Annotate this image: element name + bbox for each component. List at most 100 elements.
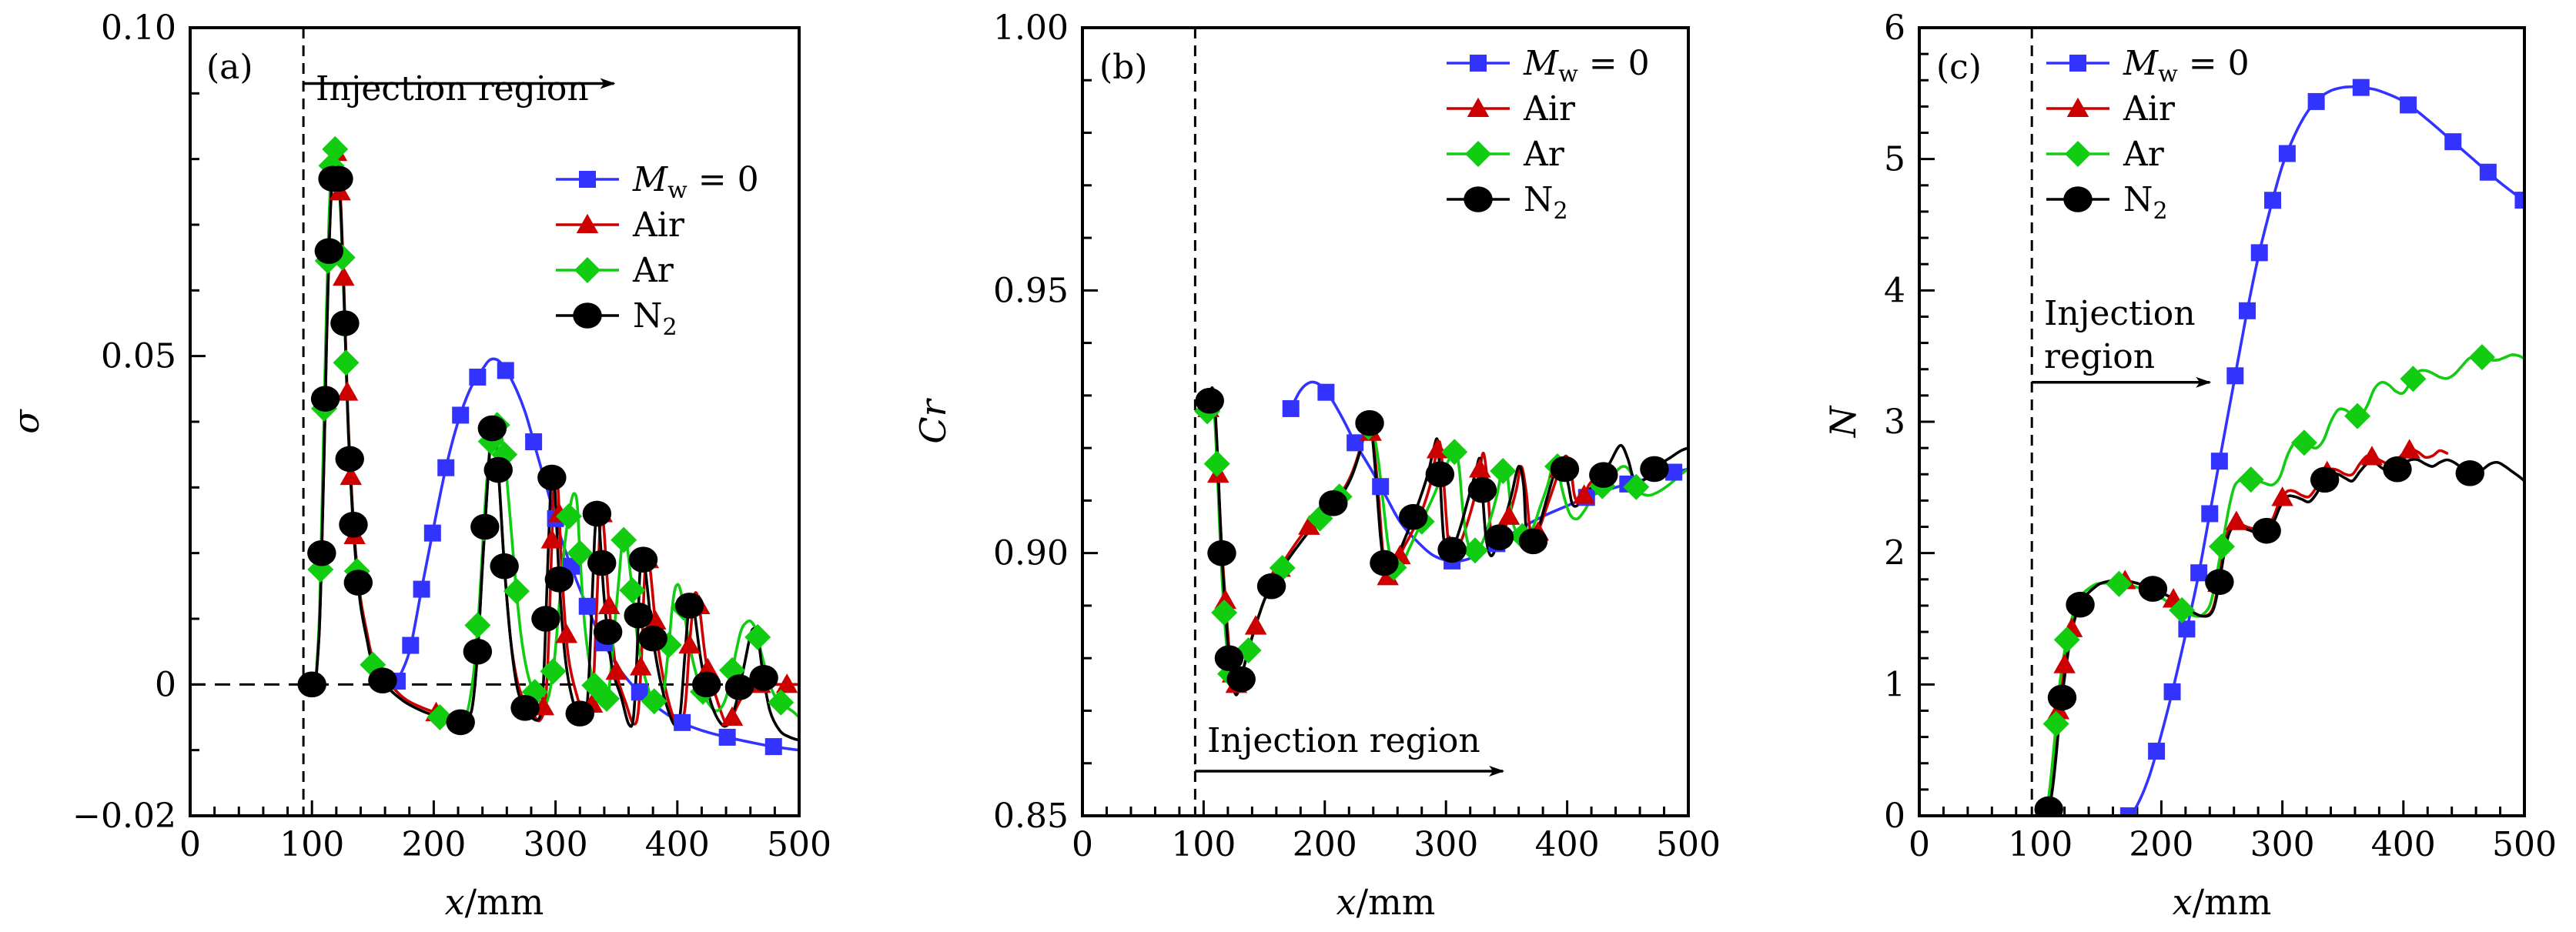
y-tick-label: 2 — [1884, 534, 1905, 573]
series-line-mw0 — [2127, 85, 2524, 816]
marker-ar — [2053, 626, 2080, 653]
marker-mw0 — [2119, 807, 2137, 816]
marker-n2 — [1437, 536, 1467, 563]
legend-label-main: M — [1523, 44, 1559, 83]
marker-air — [2271, 486, 2293, 506]
marker-n2 — [2034, 796, 2063, 816]
marker-air — [555, 623, 578, 643]
legend-item-air: Air — [2046, 89, 2176, 129]
marker-ar — [2169, 596, 2196, 623]
series-markers-mw0 — [2119, 79, 2524, 816]
legend-item-mw0: Mw = 0 — [1447, 44, 1650, 88]
marker-n2 — [1355, 409, 1384, 436]
marker-n2 — [1226, 666, 1256, 693]
marker-n2 — [593, 619, 623, 645]
svg-text:x/mm: x/mm — [2173, 881, 2272, 923]
marker-n2 — [339, 511, 368, 538]
marker-ar — [2468, 344, 2495, 371]
x-tick-label: 500 — [2492, 825, 2557, 864]
marker-n2 — [1207, 539, 1236, 566]
x-tick-label: 500 — [767, 825, 831, 864]
legend-item-n2: N2 — [1447, 180, 1568, 225]
marker-air — [540, 529, 564, 549]
marker-ar — [2209, 533, 2235, 560]
panel-tag-b: (b) — [1099, 48, 1148, 87]
legend-label: Mw = 0 — [2123, 44, 2250, 88]
marker-n2 — [2383, 456, 2412, 483]
marker-ar — [619, 577, 646, 604]
marker-mw0 — [1347, 434, 1364, 452]
marker-n2 — [537, 464, 567, 491]
x-tick-label: 100 — [1171, 825, 1236, 864]
series-markers-mw0 — [388, 362, 782, 756]
legend-label: N2 — [2123, 180, 2168, 225]
legend-marker-ar — [1465, 141, 1491, 167]
y-tick-label: 4 — [1884, 271, 1905, 310]
marker-n2 — [565, 700, 594, 727]
series-markers-ar — [307, 135, 795, 730]
y-tick-label: 1 — [1884, 665, 1905, 704]
marker-mw0 — [2210, 453, 2228, 470]
legend-label: Air — [1523, 89, 1576, 129]
legend-marker-air — [576, 213, 599, 234]
marker-n2 — [624, 602, 653, 629]
y-tick-label: 0 — [1884, 797, 1905, 836]
marker-ar — [1623, 473, 1650, 500]
marker-n2 — [1518, 528, 1548, 555]
marker-mw0 — [1665, 463, 1683, 481]
legend-label-sub: w — [667, 177, 687, 204]
legend-label-main: M — [2123, 44, 2159, 83]
marker-ar — [333, 349, 360, 376]
legend-label-rest: = 0 — [2178, 44, 2250, 83]
series-line-air — [1206, 389, 1613, 686]
marker-air — [1469, 458, 1491, 478]
legend-item-n2: N2 — [556, 296, 677, 341]
legend-item-mw0: Mw = 0 — [2046, 44, 2250, 88]
legend-label: Ar — [2123, 135, 2165, 174]
marker-ar — [556, 503, 583, 529]
x-tick-label: 100 — [2008, 825, 2073, 864]
marker-air — [333, 266, 355, 286]
legend-item-ar: Ar — [2046, 135, 2165, 174]
marker-n2 — [314, 238, 344, 264]
marker-mw0 — [2307, 92, 2325, 110]
marker-n2 — [446, 709, 475, 736]
marker-ar — [2400, 366, 2427, 393]
legend-item-mw0: Mw = 0 — [556, 160, 759, 204]
x-tick-label: 400 — [2371, 825, 2436, 864]
marker-n2 — [1398, 503, 1428, 530]
marker-ar — [1490, 458, 1517, 484]
panel-tag-a: (a) — [206, 48, 253, 87]
marker-n2 — [544, 566, 574, 593]
marker-n2 — [335, 446, 364, 473]
legend-label-main: N — [633, 296, 663, 336]
y-tick-label: −0.02 — [72, 797, 176, 836]
series-markers-n2 — [1195, 387, 1669, 693]
marker-ar — [322, 135, 349, 162]
marker-n2 — [1484, 524, 1514, 550]
marker-ar — [540, 658, 567, 685]
svg-text:x/mm: x/mm — [445, 881, 544, 923]
marker-air — [678, 633, 701, 654]
marker-n2 — [2205, 569, 2234, 596]
marker-ar — [1211, 600, 1238, 626]
x-axis-label: x/mm — [2173, 881, 2272, 923]
marker-air — [644, 610, 667, 630]
legend-label: Ar — [1523, 135, 1565, 174]
marker-mw0 — [2264, 192, 2282, 209]
marker-n2 — [470, 513, 500, 540]
marker-ar — [641, 688, 667, 715]
x-axis-label-var: x — [445, 881, 465, 923]
marker-n2 — [2252, 517, 2281, 544]
legend-marker-mw0 — [1470, 55, 1487, 72]
legend-marker-ar — [574, 257, 601, 283]
marker-n2 — [1370, 550, 1399, 576]
marker-mw0 — [2163, 683, 2181, 700]
legend-label-main: N — [2123, 180, 2153, 219]
marker-ar — [594, 685, 621, 712]
marker-n2 — [2066, 591, 2095, 618]
marker-n2 — [638, 625, 667, 652]
